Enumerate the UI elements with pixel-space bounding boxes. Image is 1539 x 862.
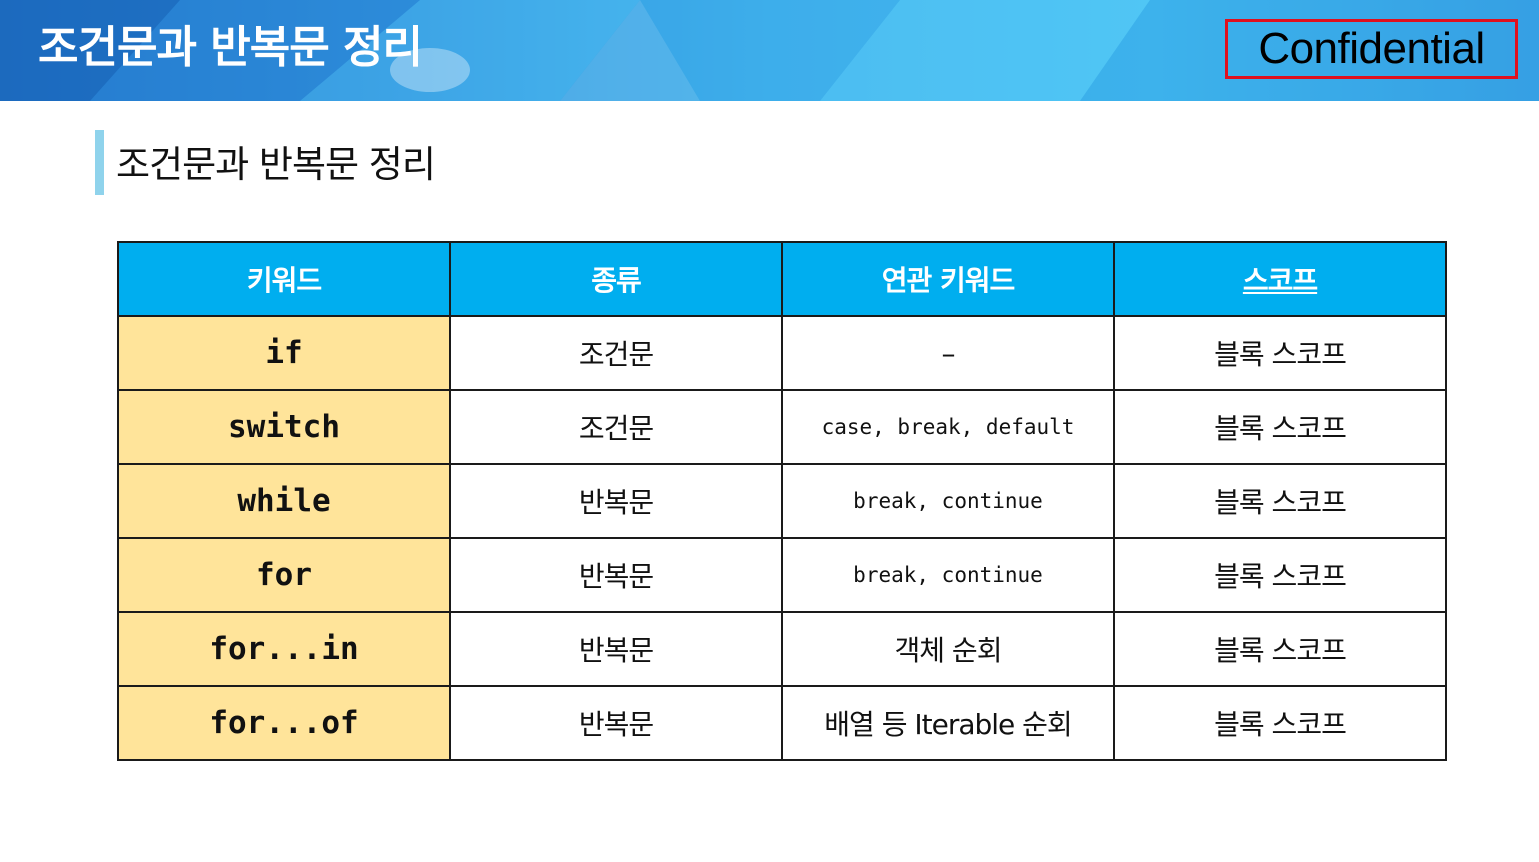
column-header-scope: 스코프 <box>1113 241 1447 317</box>
scope-cell: 블록 스코프 <box>1113 315 1447 391</box>
table-row: for 반복문 break, continue 블록 스코프 <box>117 537 1447 613</box>
related-cell: – <box>781 315 1115 391</box>
related-cell: case, break, default <box>781 389 1115 465</box>
keyword-cell: for...of <box>117 685 451 761</box>
related-cell: break, continue <box>781 463 1115 539</box>
column-header-keyword: 키워드 <box>117 241 451 317</box>
table-header-row: 키워드 종류 연관 키워드 스코프 <box>117 241 1447 317</box>
header-banner: 조건문과 반복문 정리 Confidential <box>0 0 1539 101</box>
column-header-kind: 종류 <box>449 241 783 317</box>
confidential-badge: Confidential <box>1225 19 1518 79</box>
section-title: 조건문과 반복문 정리 <box>116 143 436 186</box>
related-cell: break, continue <box>781 537 1115 613</box>
kind-cell: 반복문 <box>449 685 783 761</box>
keyword-cell: if <box>117 315 451 391</box>
kind-cell: 조건문 <box>449 389 783 465</box>
column-header-related: 연관 키워드 <box>781 241 1115 317</box>
banner-decoration <box>0 0 1539 101</box>
table-row: switch 조건문 case, break, default 블록 스코프 <box>117 389 1447 465</box>
keyword-cell: switch <box>117 389 451 465</box>
scope-cell: 블록 스코프 <box>1113 685 1447 761</box>
kind-cell: 반복문 <box>449 463 783 539</box>
scope-cell: 블록 스코프 <box>1113 611 1447 687</box>
table-row: if 조건문 – 블록 스코프 <box>117 315 1447 391</box>
kind-cell: 조건문 <box>449 315 783 391</box>
kind-cell: 반복문 <box>449 537 783 613</box>
table-row: for...of 반복문 배열 등 Iterable 순회 블록 스코프 <box>117 685 1447 761</box>
keyword-cell: for...in <box>117 611 451 687</box>
keyword-cell: while <box>117 463 451 539</box>
scope-cell: 블록 스코프 <box>1113 463 1447 539</box>
related-cell: 배열 등 Iterable 순회 <box>781 685 1115 761</box>
kind-cell: 반복문 <box>449 611 783 687</box>
table-row: for...in 반복문 객체 순회 블록 스코프 <box>117 611 1447 687</box>
scope-cell: 블록 스코프 <box>1113 537 1447 613</box>
scope-cell: 블록 스코프 <box>1113 389 1447 465</box>
keyword-cell: for <box>117 537 451 613</box>
section-accent-bar <box>95 130 104 195</box>
related-cell: 객체 순회 <box>781 611 1115 687</box>
table-row: while 반복문 break, continue 블록 스코프 <box>117 463 1447 539</box>
statement-summary-table: 키워드 종류 연관 키워드 스코프 if 조건문 – 블록 스코프 switch… <box>117 241 1447 761</box>
banner-title: 조건문과 반복문 정리 <box>38 22 423 73</box>
column-header-scope-label: 스코프 <box>1242 264 1318 297</box>
